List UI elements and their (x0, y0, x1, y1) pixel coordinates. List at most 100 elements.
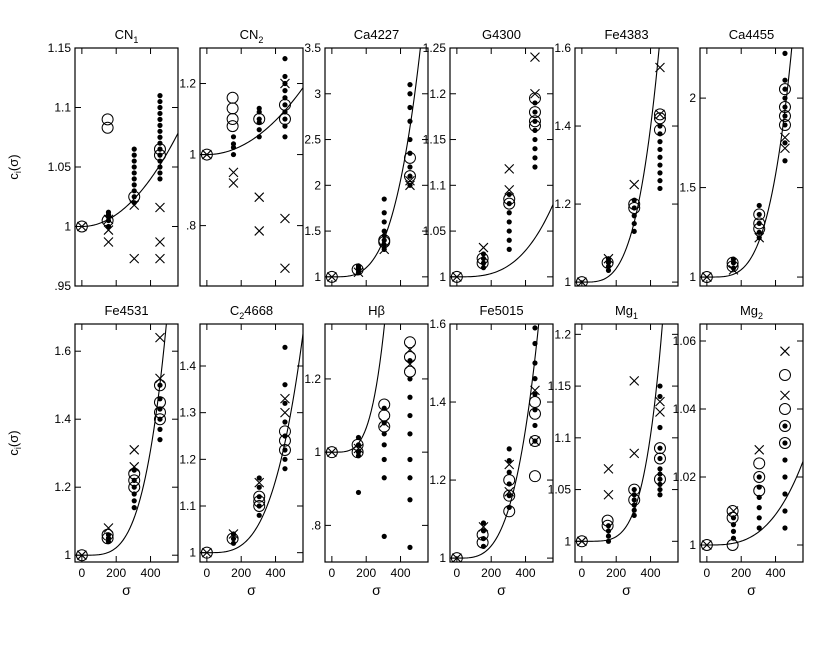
data-dot (657, 154, 663, 160)
data-dot (381, 219, 387, 225)
data-dot (506, 246, 512, 252)
data-circle (226, 113, 239, 126)
data-dot (631, 486, 637, 493)
data-dot (631, 497, 637, 503)
data-cross (603, 253, 614, 264)
data-cross (451, 271, 462, 282)
y-tick-label: 1.15 (423, 133, 447, 147)
data-circle (601, 519, 614, 532)
panel-title-main: C (230, 303, 239, 318)
data-dot (782, 440, 788, 446)
y-tick-label: 1.2 (54, 480, 71, 494)
data-cross (780, 132, 790, 143)
data-circle (101, 121, 114, 134)
data-dot (756, 515, 762, 521)
data-dot (282, 447, 288, 453)
data-circle (101, 113, 114, 126)
data-dot (282, 73, 288, 80)
y-tick-label: 1.2 (429, 87, 446, 101)
x-tick-label: 400 (766, 566, 786, 580)
data-cross (504, 163, 515, 174)
data-dot (230, 536, 237, 542)
data-circle (528, 435, 541, 448)
data-circle (403, 336, 416, 349)
data-dot (131, 146, 137, 152)
data-circle (476, 536, 489, 549)
data-circle (153, 379, 166, 392)
data-dot (230, 151, 237, 158)
data-circle (628, 201, 641, 214)
y-tick-label: 1.3 (179, 406, 196, 420)
data-cross (655, 109, 665, 120)
data-dot (381, 196, 387, 202)
data-circle (128, 481, 141, 494)
panel-title: Fe4531 (104, 303, 148, 318)
x-tick-label: 400 (391, 566, 411, 580)
data-dot (355, 489, 362, 496)
data-cross (228, 529, 239, 539)
data-dot (407, 456, 413, 463)
data-dot (756, 474, 762, 480)
data-dot (506, 191, 512, 198)
panel-title: Hβ (368, 303, 385, 318)
y-tick-label: 1.2 (179, 452, 196, 466)
data-dot (381, 242, 387, 248)
y-tick-label: 1.6 (554, 41, 571, 55)
data-dot (605, 538, 612, 544)
y-tick-label: 1.02 (673, 470, 697, 484)
data-cross (576, 277, 587, 286)
data-circle (153, 143, 166, 156)
panel-8: C24668 1 1.1 1.2 1.3 1.4 0 200 400 (179, 303, 304, 580)
data-circle (753, 222, 766, 235)
fit-curve (575, 324, 663, 542)
data-circle (476, 257, 489, 270)
panel-frame (574, 323, 679, 563)
data-dot (605, 259, 612, 266)
data-circle (700, 271, 713, 284)
data-dot (782, 423, 788, 429)
data-circle (778, 369, 791, 381)
data-cross (451, 553, 462, 562)
data-cross (701, 540, 712, 550)
data-dot (157, 98, 163, 105)
fit-curve (575, 48, 660, 283)
x-tick-label: 200 (481, 566, 501, 580)
y-tick-label: .95 (54, 279, 71, 293)
panel-title: Mg2 (740, 303, 763, 321)
panel-frame (74, 323, 179, 563)
data-cross (155, 253, 165, 264)
data-cross (103, 523, 114, 533)
y-tick-label: 1.4 (429, 395, 446, 409)
data-circle (101, 532, 114, 545)
y-tick-label: 3.5 (304, 41, 321, 55)
plot-area (75, 324, 167, 562)
y-tick-label: 1 (439, 270, 446, 284)
panel-10: Fe5015 1 1.2 1.4 1.6 0 200 400 (429, 303, 554, 580)
data-circle (153, 396, 166, 409)
data-circle (278, 434, 291, 447)
data-cross (629, 448, 640, 459)
data-dot (282, 134, 288, 140)
data-circle (128, 190, 141, 203)
data-cross (201, 149, 212, 160)
data-dot (256, 127, 262, 133)
data-cross (103, 225, 114, 235)
data-cross (754, 232, 765, 243)
data-dot (782, 457, 788, 463)
y-tick-label: 3 (314, 87, 321, 101)
plot-area (575, 324, 666, 548)
y-axis-label-tail: (σ) (6, 154, 21, 171)
panel-frame (699, 47, 804, 287)
data-circle (528, 92, 541, 105)
y-axis-label-subscript: i (13, 171, 23, 173)
data-cross (780, 346, 790, 357)
data-dot (532, 376, 538, 382)
data-circle (753, 471, 766, 483)
data-circle (325, 446, 338, 459)
data-circle (403, 365, 416, 378)
data-dot (532, 360, 538, 366)
data-dot (532, 127, 538, 133)
data-circle (278, 113, 291, 126)
panel-title-main: Fe4531 (104, 303, 148, 318)
data-dot (407, 394, 413, 400)
